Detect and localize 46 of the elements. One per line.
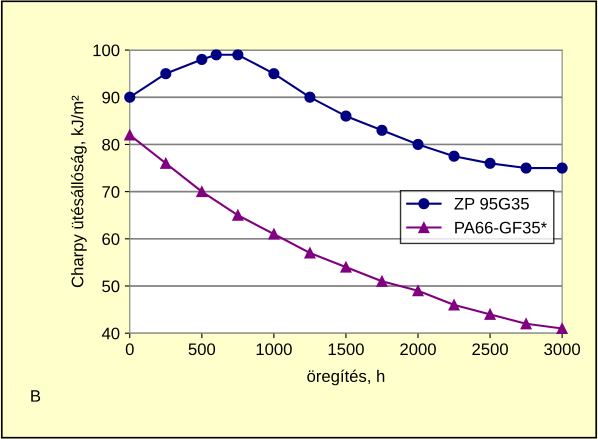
text: B — [31, 390, 40, 402]
point — [412, 285, 424, 296]
x-tick-label: 1500 — [328, 343, 364, 356]
point — [448, 299, 460, 310]
point — [196, 186, 208, 198]
x-tick-label: 500 — [188, 343, 216, 356]
point — [520, 162, 532, 174]
legend-label: PA66-GF35* — [455, 222, 547, 234]
point — [124, 129, 136, 141]
point — [160, 68, 172, 80]
point — [210, 49, 222, 60]
legend-label: ZP 95G35 — [454, 198, 529, 210]
y-tick-label: 70 — [102, 186, 120, 198]
point — [448, 150, 460, 162]
y-tick-label: 100 — [94, 44, 120, 56]
point — [160, 158, 172, 169]
point — [412, 138, 424, 150]
y-tick-label: 50 — [102, 280, 120, 292]
y-tick-label: 60 — [102, 233, 120, 246]
point — [304, 247, 316, 259]
point — [376, 124, 388, 136]
point — [340, 110, 352, 122]
point — [304, 92, 316, 103]
x-tick-label: 1000 — [256, 343, 292, 356]
point — [520, 318, 532, 330]
x-tick-label: 0 — [126, 343, 134, 356]
y-tick-label: 90 — [102, 92, 120, 104]
x-axis-title: öregítés, h — [307, 370, 384, 386]
point — [124, 92, 136, 103]
x-tick-label: 2500 — [472, 343, 508, 356]
point — [232, 49, 244, 60]
x-tick-label: 2000 — [400, 343, 436, 356]
point — [376, 276, 388, 287]
point — [556, 162, 568, 174]
y-axis-title: Charpy ütésállóság, kJ/m² — [70, 96, 87, 288]
point — [484, 308, 496, 320]
point — [556, 322, 568, 334]
point — [484, 158, 496, 169]
point — [232, 210, 244, 221]
point — [196, 54, 208, 66]
point — [268, 228, 280, 240]
x-tick-label: 3000 — [544, 343, 580, 356]
point — [268, 68, 280, 80]
y-tick-label: 80 — [102, 138, 120, 151]
y-tick-label: 40 — [102, 328, 120, 340]
point — [340, 262, 352, 273]
